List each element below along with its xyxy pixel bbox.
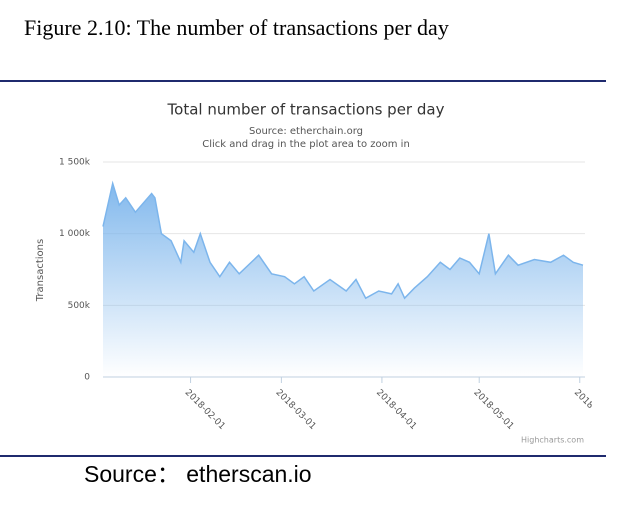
chart-subtitle: Source: etherchain.org <box>249 126 363 137</box>
x-tick-label: 2018-04-01 <box>374 388 418 432</box>
plot: 0 500k 1 000k 1 500k 2018-02-01 2018-03-01 201… <box>59 158 616 432</box>
y-tick-label: 500k <box>68 301 91 311</box>
area-fill <box>103 183 583 377</box>
chart-title: Total number of transactions per day <box>167 101 445 119</box>
x-tick-label: 2018-06-01 <box>572 388 616 432</box>
chart-subtitle: Click and drag in the plot area to zoom … <box>202 139 410 150</box>
y-tick-label: 1 000k <box>59 229 91 239</box>
credits: Highcharts.com <box>521 436 584 445</box>
y-axis-label: Transactions <box>35 239 46 302</box>
source-note: Source： etherscan.io <box>84 461 312 487</box>
y-tick-label: 1 500k <box>59 158 91 168</box>
figure-caption: Figure 2.10: The number of transactions … <box>24 15 449 40</box>
y-tick-label: 0 <box>84 373 90 383</box>
x-tick-label: 2018-05-01 <box>471 388 515 432</box>
x-tick-label: 2018-02-01 <box>183 388 227 432</box>
area-line <box>102 180 584 300</box>
x-tick-label: 2018-03-01 <box>273 388 317 432</box>
